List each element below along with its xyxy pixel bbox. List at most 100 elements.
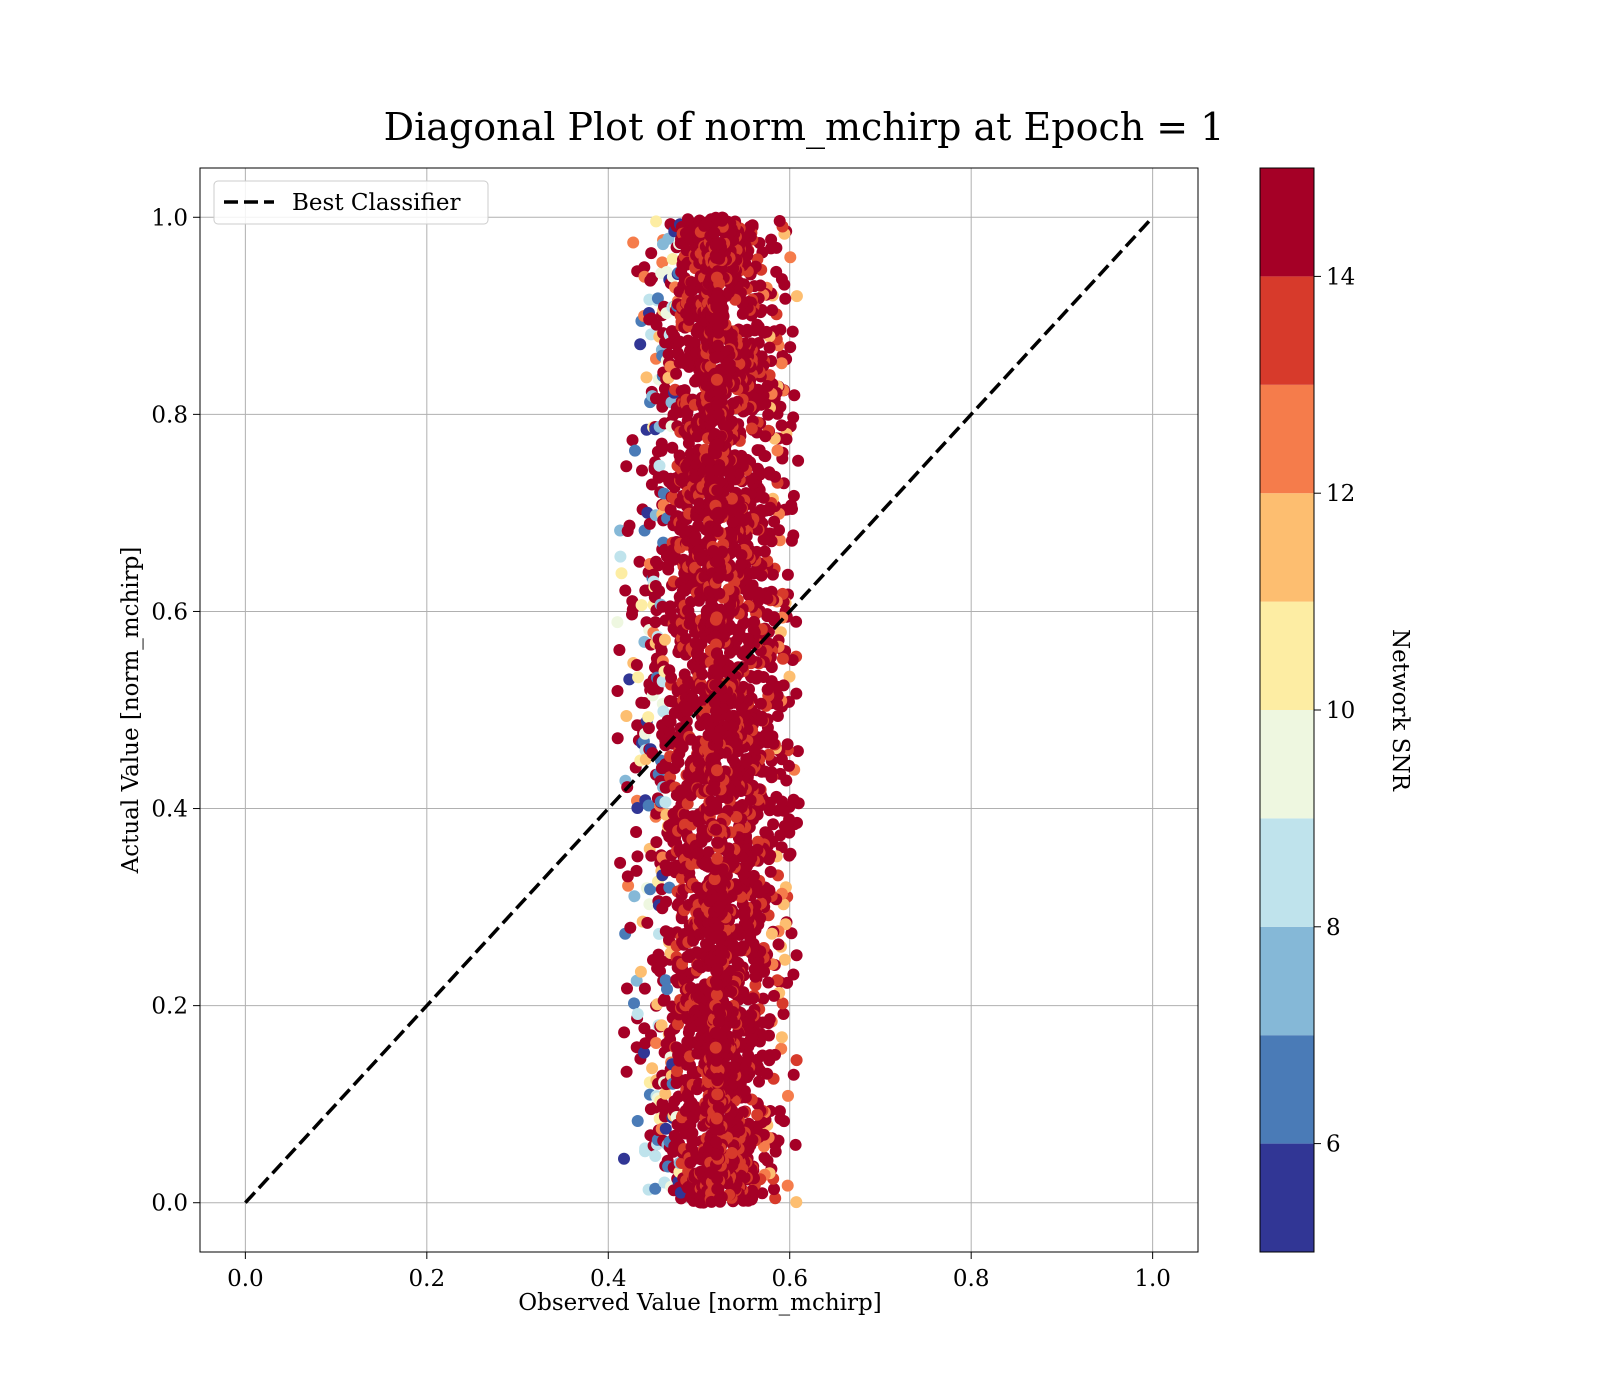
scatter-point	[785, 534, 798, 547]
scatter-point	[645, 247, 658, 260]
colorbar-tick-label: 8	[1326, 915, 1341, 941]
scatter-point	[649, 616, 662, 629]
scatter-point	[650, 836, 663, 849]
scatter-point	[792, 454, 805, 467]
scatter-point	[649, 1182, 662, 1195]
scatter-point	[660, 895, 673, 908]
scatter-point	[778, 820, 791, 832]
y-tick-label: 0.2	[151, 994, 188, 1020]
scatter-point	[711, 1027, 724, 1040]
scatter-point	[711, 290, 723, 303]
colorbar-tick-label: 10	[1326, 698, 1355, 724]
scatter-point	[732, 801, 745, 814]
scatter-point	[711, 464, 724, 477]
scatter-point	[768, 989, 780, 1002]
scatter-point	[790, 1054, 803, 1067]
scatter-point	[775, 1031, 788, 1044]
scatter-point	[665, 671, 678, 684]
scatter-point	[695, 637, 708, 650]
scatter-point	[771, 444, 784, 457]
scatter-point	[709, 931, 722, 944]
scatter-point	[790, 1196, 803, 1209]
x-axis-ticks: 0.0 0.2 0.4 0.6 0.8 1.0	[227, 1252, 1171, 1292]
scatter-point	[662, 348, 675, 361]
scatter-point	[787, 1068, 800, 1081]
scatter-point	[628, 890, 641, 903]
scatter-point	[629, 444, 641, 457]
scatter-point	[624, 921, 637, 934]
scatter-point	[666, 441, 679, 454]
scatter-point	[711, 271, 723, 284]
scatter-point	[614, 856, 627, 869]
scatter-point	[725, 492, 738, 505]
scatter-point	[776, 652, 789, 665]
scatter-point	[766, 568, 779, 581]
scatter-point	[745, 422, 758, 435]
scatter-point	[645, 849, 658, 862]
scatter-point	[775, 841, 788, 854]
scatter-point	[630, 826, 643, 838]
scatter-point	[650, 392, 662, 405]
scatter-point	[711, 1172, 724, 1185]
y-tick-label: 0.0	[151, 1191, 188, 1217]
scatter-point	[631, 802, 644, 814]
scatter-point	[653, 459, 666, 472]
scatter-point	[766, 304, 779, 317]
scatter-point	[770, 265, 783, 278]
scatter-point	[650, 215, 663, 228]
scatter-point	[775, 357, 788, 370]
scatter-point	[711, 647, 724, 660]
scatter-point	[638, 1046, 650, 1059]
scatter-point	[658, 993, 671, 1006]
scatter-point	[711, 507, 724, 519]
scatter-point	[710, 301, 723, 314]
scatter-point	[630, 974, 643, 987]
scatter-point	[790, 615, 803, 628]
scatter-point	[754, 697, 767, 710]
scatter-point	[638, 261, 651, 274]
scatter-point	[781, 568, 794, 581]
scatter-point	[710, 1054, 723, 1067]
scatter-point	[711, 484, 724, 497]
colorbar-bin	[1260, 926, 1314, 1036]
colorbar-bin	[1260, 276, 1314, 385]
scatter-point	[710, 373, 723, 386]
scatter-point	[753, 1075, 765, 1088]
legend-box	[213, 180, 489, 225]
scatter-point	[758, 1140, 770, 1153]
scatter-point	[710, 638, 722, 651]
scatter-point	[641, 916, 654, 929]
scatter-point	[710, 251, 722, 264]
scatter-point	[642, 711, 655, 724]
scatter-point	[651, 292, 664, 305]
scatter-point	[757, 533, 770, 546]
scatter-point	[621, 870, 634, 883]
scatter-point	[620, 1065, 633, 1078]
scatter-point	[765, 927, 778, 940]
colorbar-ticks: 6 8 10 12 14	[1314, 264, 1355, 1158]
scatter-point	[712, 679, 725, 692]
legend-label: Best Classifier	[292, 190, 460, 216]
scatter-point	[776, 997, 789, 1010]
scatter-point	[711, 525, 724, 538]
scatter-point	[768, 515, 781, 528]
scatter-point	[781, 738, 794, 751]
scatter-point	[710, 555, 723, 568]
plot-frame	[199, 167, 1199, 1253]
scatter-point	[757, 992, 770, 1005]
scatter-point	[666, 253, 679, 265]
scatter-point	[712, 901, 725, 914]
x-tick-label: 0.8	[953, 1266, 990, 1292]
colorbar-bins	[1260, 168, 1314, 1252]
scatter-point	[628, 997, 640, 1010]
scatter-point	[710, 799, 723, 812]
scatter-point	[656, 256, 669, 269]
colorbar-tick-label: 14	[1326, 264, 1355, 290]
scatter-point	[758, 1151, 771, 1164]
scatter-point	[790, 290, 803, 303]
scatter-point	[726, 515, 739, 528]
scatter-point	[635, 599, 648, 612]
x-tick-label: 0.6	[771, 1266, 808, 1292]
scatter-point	[711, 1183, 724, 1195]
scatter-point	[783, 849, 796, 862]
